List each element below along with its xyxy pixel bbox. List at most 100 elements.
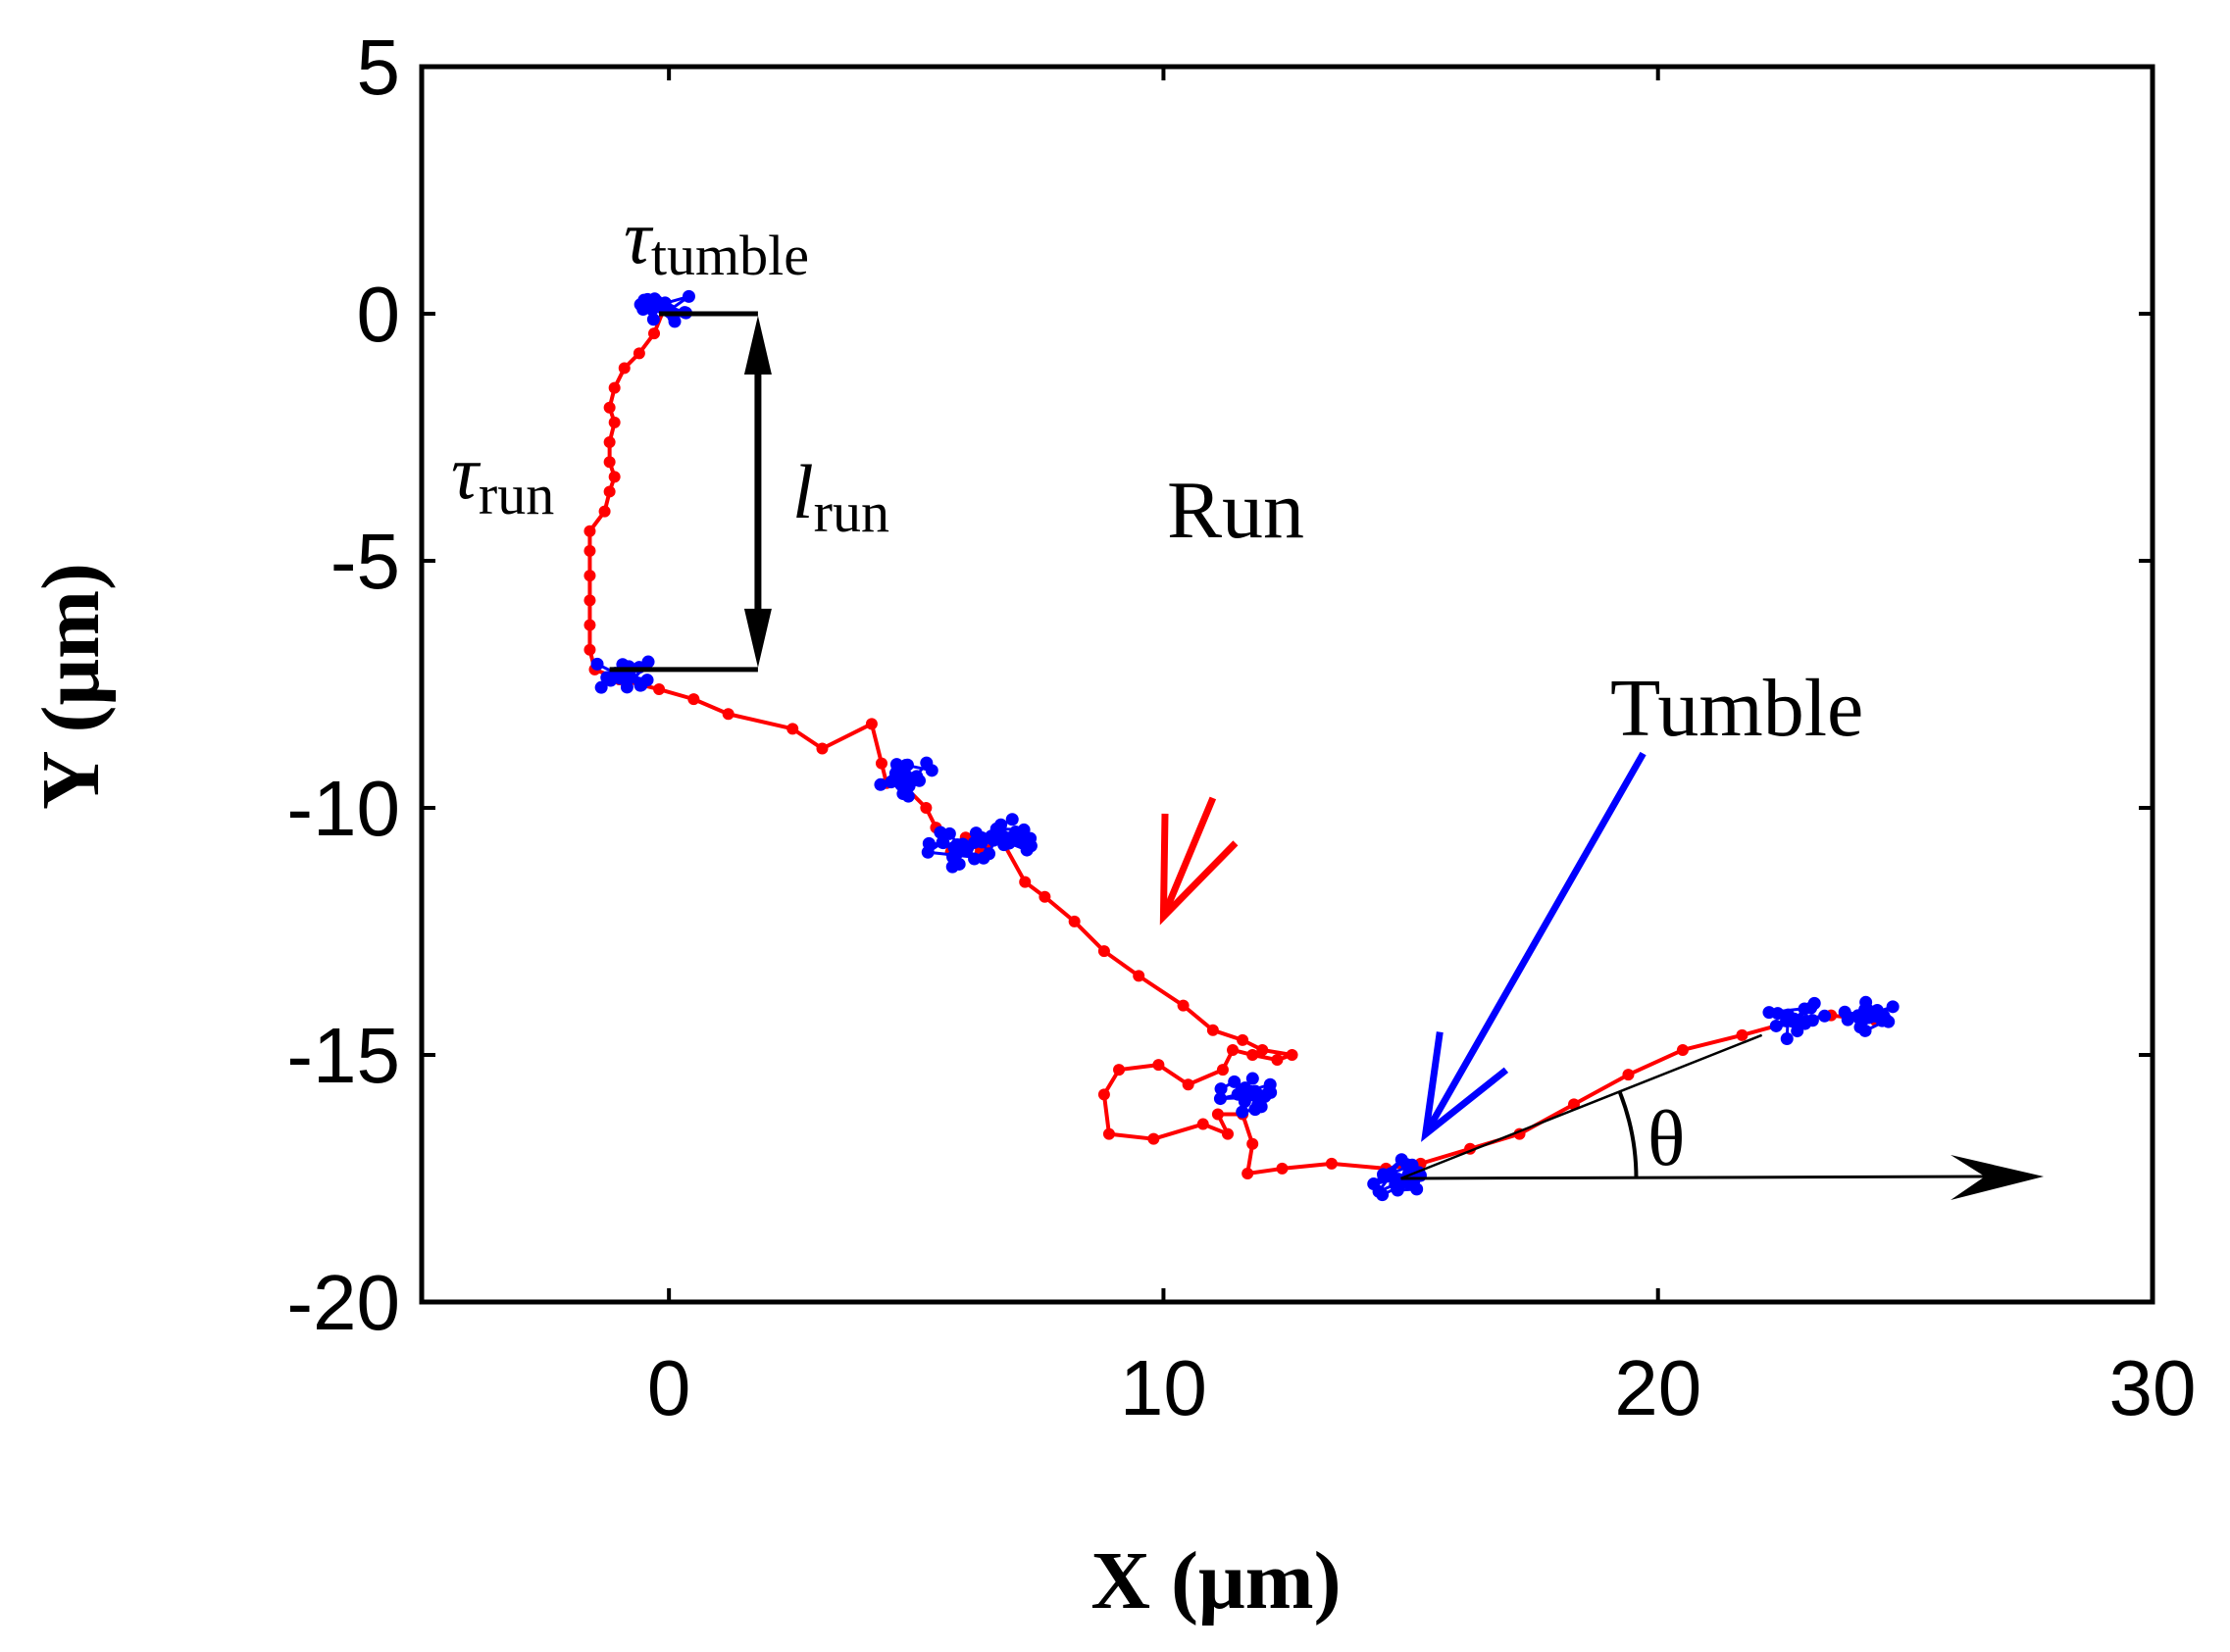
run-point (1211, 1108, 1224, 1121)
theta-arc (1617, 1090, 1639, 1179)
run-point (583, 643, 596, 656)
run-point (633, 347, 645, 360)
y-axis-title: Y (μm) (25, 563, 117, 810)
tumble-arrowhead (1421, 1031, 1509, 1142)
tumble-point (889, 758, 903, 772)
tumble-cluster (634, 289, 695, 328)
run-point (816, 742, 829, 755)
run-label: Run (1167, 465, 1304, 556)
run-point (1271, 1054, 1284, 1067)
tumble-point (590, 657, 604, 671)
run-point (722, 708, 735, 721)
run-point (920, 802, 933, 814)
y-tick-label-neg5: -5 (330, 518, 400, 605)
run-point (1019, 876, 1032, 888)
run-point (1097, 1088, 1110, 1101)
run-point (1039, 890, 1051, 903)
run-arrowhead (1159, 813, 1239, 926)
run-point (1102, 1127, 1115, 1140)
run-point (1676, 1043, 1689, 1056)
run-point (608, 471, 621, 483)
theta-direction-line (1400, 1033, 1763, 1180)
run-point (603, 456, 616, 469)
theta-reference-arrow (1400, 1175, 1986, 1180)
run-point (865, 718, 878, 730)
plot-frame (419, 64, 2155, 1305)
run-point (1242, 1167, 1254, 1179)
tumble-cluster (921, 826, 990, 874)
run-point (1246, 1049, 1259, 1061)
run-point (875, 757, 887, 770)
run-point (583, 544, 596, 557)
axis-ticks (422, 67, 2153, 1302)
tumble-point (1005, 813, 1019, 826)
tumble-point (1238, 1095, 1251, 1109)
l-run-arrowhead-bottom (743, 608, 772, 668)
l-run-label: lrun (792, 449, 889, 544)
x-tick-labels: 0 10 20 30 (647, 1344, 2197, 1431)
run-point (603, 401, 616, 414)
run-point (1622, 1069, 1635, 1081)
run-point (1246, 1137, 1259, 1150)
tumble-cluster (1213, 1072, 1278, 1119)
run-point (583, 594, 596, 607)
run-point (1068, 915, 1081, 927)
run-point (1216, 1064, 1229, 1076)
run-point (603, 485, 616, 498)
tumble-point (1862, 1011, 1876, 1025)
run-point (687, 693, 700, 706)
tumble-segment (1377, 1158, 1403, 1193)
tumble-cluster (1838, 995, 1900, 1037)
tau-run-label: τrun (451, 429, 554, 526)
run-point (618, 362, 631, 375)
run-point (603, 436, 616, 449)
tumble-point (1780, 1032, 1794, 1046)
y-tick-labels: 5 0 -5 -10 -15 -20 (286, 24, 400, 1346)
tumble-cluster (967, 813, 1038, 861)
run-point (1152, 1059, 1165, 1072)
run-point (1276, 1162, 1289, 1175)
x-axis-title: X (μm) (1090, 1535, 1341, 1627)
run-point (648, 327, 661, 340)
run-point (583, 619, 596, 631)
tumble-series (590, 289, 1900, 1202)
run-point (1133, 970, 1145, 982)
y-tick-label-0: 0 (357, 271, 401, 358)
tau-tumble-label: τtumble (624, 194, 809, 287)
run-point (786, 723, 799, 735)
run-point (1113, 1064, 1126, 1076)
tumble-cluster (874, 756, 938, 803)
y-tick-label-neg10: -10 (286, 765, 400, 852)
run-point (1227, 1043, 1240, 1056)
y-tick-label-5: 5 (357, 24, 401, 111)
run-point (598, 505, 611, 518)
run-point (583, 570, 596, 582)
l-run-arrowhead-top (743, 316, 772, 375)
run-point (1097, 945, 1110, 958)
y-tick-label-neg15: -15 (286, 1012, 400, 1099)
x-tick-label-30: 30 (2109, 1344, 2197, 1431)
tumble-point (949, 840, 963, 854)
run-point (1147, 1132, 1160, 1145)
tumble-cluster (1762, 996, 1832, 1046)
run-point (1237, 1033, 1249, 1046)
x-tick-label-0: 0 (647, 1344, 691, 1431)
tumble-segment (596, 663, 641, 687)
tumble-arrow (1422, 751, 1647, 1136)
run-point (1221, 1127, 1234, 1140)
run-arrow (1160, 796, 1217, 919)
run-point (1206, 1024, 1219, 1036)
theta-reference-arrowhead (1951, 1155, 2045, 1200)
tumble-label: Tumble (1610, 663, 1863, 754)
y-tick-label-neg20: -20 (286, 1259, 400, 1346)
x-tick-label-20: 20 (1614, 1344, 1701, 1431)
run-point (583, 525, 596, 537)
tumble-point (1376, 1188, 1390, 1202)
tumble-cluster (590, 655, 655, 694)
run-point (608, 381, 621, 394)
run-point (1736, 1028, 1749, 1041)
run-point (1256, 1043, 1269, 1056)
run-point (1325, 1157, 1338, 1170)
tumble-segment (1859, 1005, 1894, 1028)
